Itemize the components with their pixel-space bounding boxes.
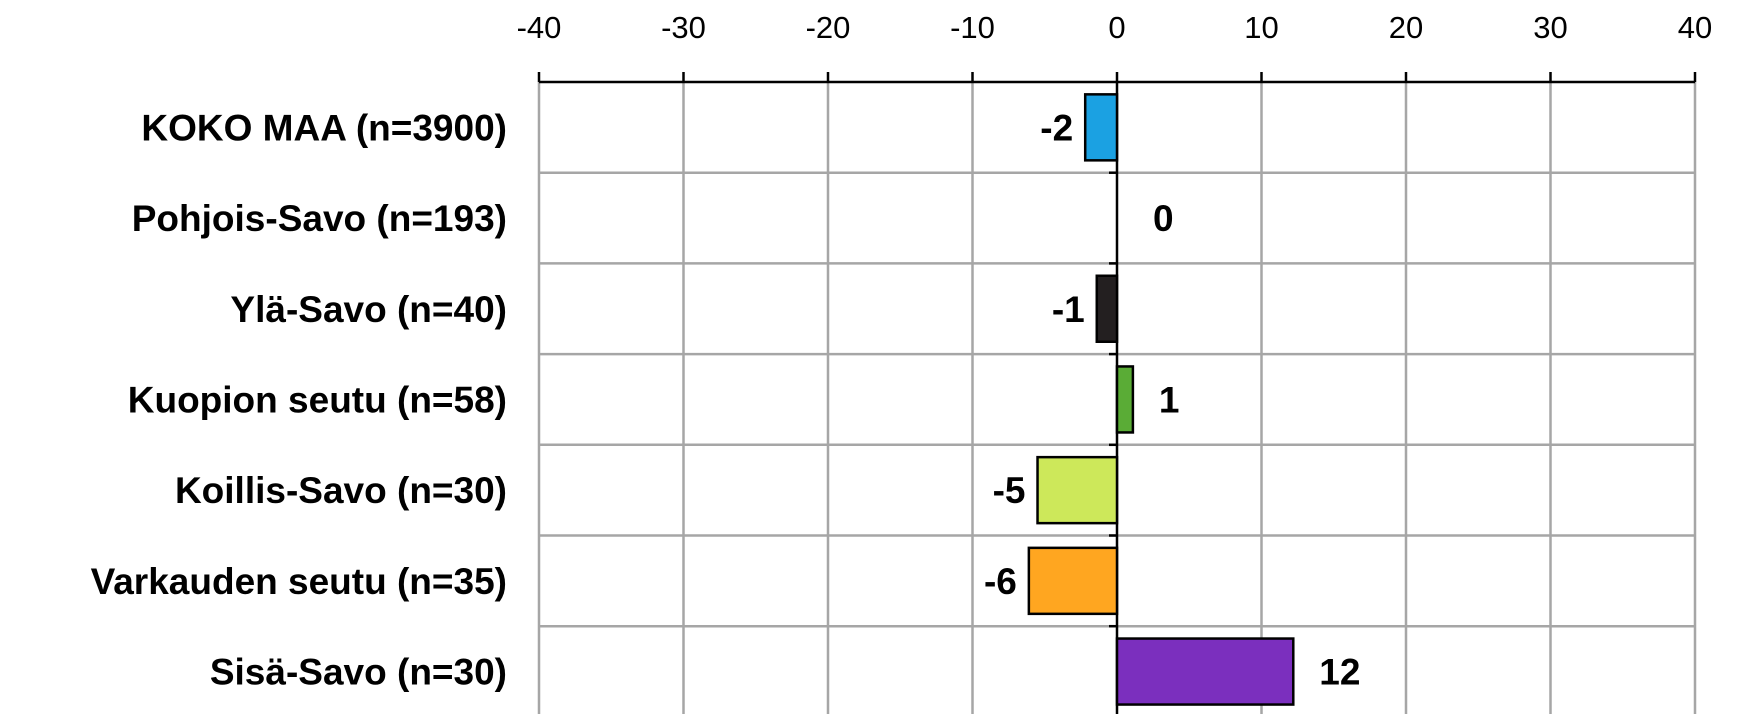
x-tick-label: -20 — [806, 10, 851, 45]
x-tick-label: -30 — [661, 10, 706, 45]
bars — [1027, 93, 1295, 706]
data-label: -1 — [1052, 289, 1085, 330]
category-label: Sisä-Savo (n=30) — [210, 652, 507, 693]
bar — [1036, 455, 1119, 525]
data-label: -2 — [1040, 107, 1073, 148]
x-tick-label: 10 — [1244, 10, 1278, 45]
data-label: -5 — [993, 470, 1026, 511]
category-label: Ylä-Savo (n=40) — [230, 289, 507, 330]
bar — [1115, 637, 1295, 706]
category-label: Koillis-Savo (n=30) — [175, 470, 507, 511]
bar — [1027, 546, 1119, 616]
bar — [1083, 93, 1119, 162]
x-tick-label: 40 — [1678, 10, 1712, 45]
category-label: KOKO MAA (n=3900) — [141, 107, 507, 148]
category-label: Kuopion seutu (n=58) — [128, 379, 507, 420]
data-label: -6 — [984, 561, 1017, 602]
category-label: Pohjois-Savo (n=193) — [132, 198, 507, 239]
data-label: 0 — [1153, 198, 1174, 239]
x-tick-label: -40 — [517, 10, 562, 45]
bar — [1095, 274, 1119, 343]
x-tick-label: -10 — [950, 10, 995, 45]
x-tick-label: 0 — [1108, 10, 1125, 45]
data-label: 12 — [1319, 652, 1360, 693]
bar — [1115, 365, 1135, 434]
x-tick-label: 20 — [1389, 10, 1423, 45]
category-label: Varkauden seutu (n=35) — [91, 561, 507, 602]
data-label: 1 — [1159, 379, 1180, 420]
x-tick-label: 30 — [1533, 10, 1567, 45]
